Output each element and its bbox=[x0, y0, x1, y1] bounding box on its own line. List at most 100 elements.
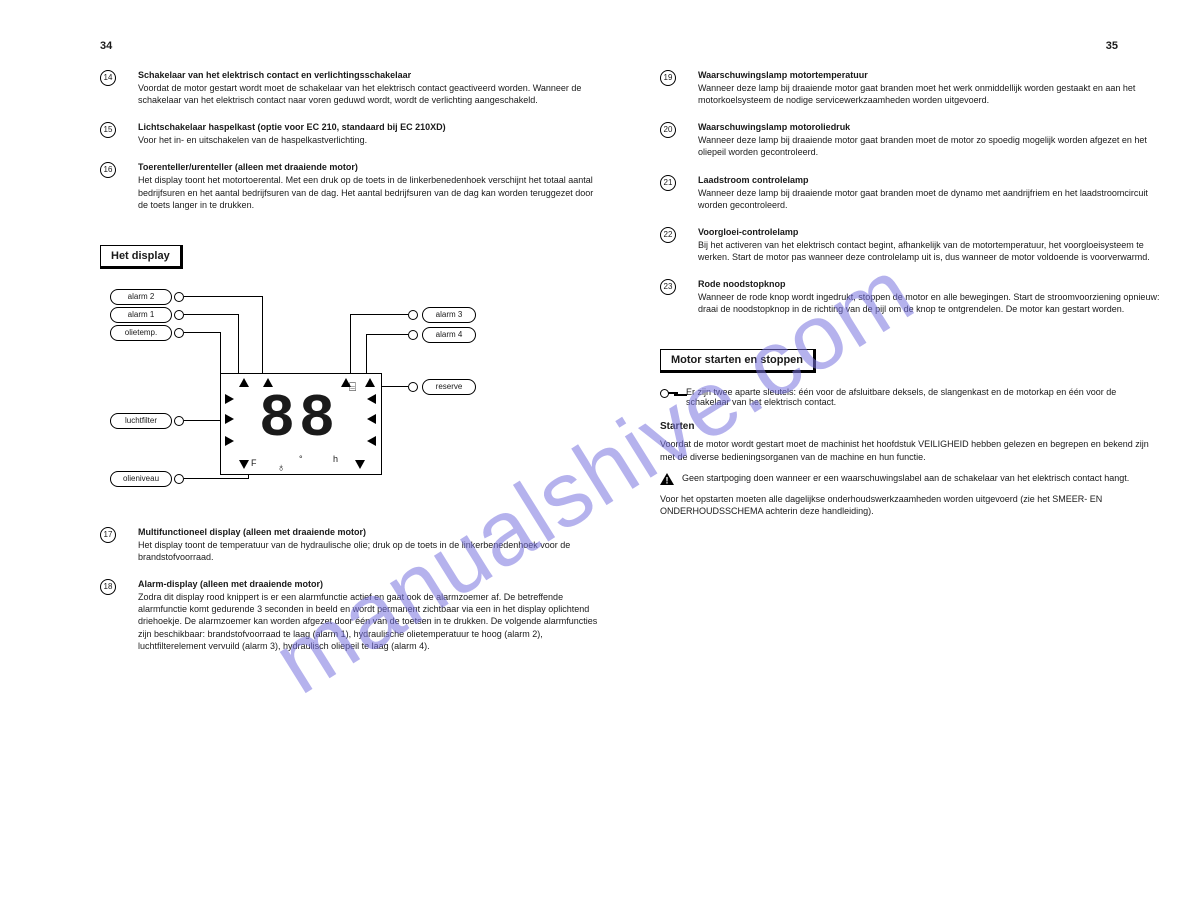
lcd-screen: 88 F ° h ♁ ⌸ bbox=[220, 373, 382, 475]
key-icon bbox=[660, 388, 678, 398]
key-hint-text: Er zijn twee aparte sleutels: één voor d… bbox=[686, 387, 1116, 407]
dot-r2 bbox=[408, 330, 418, 340]
dot-l2 bbox=[174, 310, 184, 320]
body-23: Wanneer de rode knop wordt ingedrukt, st… bbox=[698, 291, 1160, 315]
page-number-left: 34 bbox=[100, 40, 112, 52]
dot-l3 bbox=[174, 328, 184, 338]
entry-19: 19 Waarschuwingslamp motortemperatuur Wa… bbox=[660, 70, 1160, 106]
dot-r1 bbox=[408, 310, 418, 320]
bullet-15: 15 bbox=[100, 122, 116, 138]
indicator-tri bbox=[225, 414, 234, 424]
body-18: Zodra dit display rood knippert is er ee… bbox=[138, 591, 600, 652]
key-hint-row: Er zijn twee aparte sleutels: één voor d… bbox=[660, 387, 1160, 407]
dot-l1 bbox=[174, 292, 184, 302]
bullet-21: 21 bbox=[660, 175, 676, 191]
dot-l4 bbox=[174, 416, 184, 426]
label-alarm3: alarm 3 bbox=[422, 307, 476, 323]
door-icon: ⌸ bbox=[349, 380, 356, 395]
label-alarm1: alarm 1 bbox=[110, 307, 172, 323]
dot-l5 bbox=[174, 474, 184, 484]
display-diagram: alarm 2 alarm 1 olietemp. luchtfilter ol… bbox=[110, 283, 490, 513]
entry-17: 17 Multifunctioneel display (alleen met … bbox=[100, 527, 600, 563]
start-p2: Voor het opstarten moeten alle dagelijks… bbox=[660, 493, 1160, 517]
bullet-17: 17 bbox=[100, 527, 116, 543]
svg-text:!: ! bbox=[666, 475, 669, 485]
lead bbox=[366, 334, 367, 373]
body-21: Wanneer deze lamp bij draaiende motor ga… bbox=[698, 187, 1160, 211]
body-20: Wanneer deze lamp bij draaiende motor ga… bbox=[698, 134, 1160, 158]
label-luchtfilter: luchtfilter bbox=[110, 413, 172, 429]
title-20: Waarschuwingslamp motoroliedruk bbox=[698, 122, 1160, 132]
lead bbox=[184, 296, 262, 297]
lead bbox=[184, 420, 220, 421]
body-16: Het display toont het motortoerental. Me… bbox=[138, 174, 600, 210]
entry-22: 22 Voorgloei-controlelamp Bij het active… bbox=[660, 227, 1160, 263]
label-alarm2: alarm 2 bbox=[110, 289, 172, 305]
entry-23: 23 Rode noodstopknop Wanneer de rode kno… bbox=[660, 279, 1160, 315]
warning-text: Geen startpoging doen wanneer er een waa… bbox=[682, 473, 1129, 483]
title-17: Multifunctioneel display (alleen met dra… bbox=[138, 527, 600, 537]
lead bbox=[382, 386, 408, 387]
entry-14: 14 Schakelaar van het elektrisch contact… bbox=[100, 70, 600, 106]
warning-row: ! Geen startpoging doen wanneer er een w… bbox=[660, 473, 1160, 483]
seven-segment: 88 bbox=[259, 386, 339, 454]
bullet-18: 18 bbox=[100, 579, 116, 595]
glyph-degree: ° bbox=[299, 454, 303, 464]
warning-icon: ! bbox=[660, 473, 674, 487]
title-19: Waarschuwingslamp motortemperatuur bbox=[698, 70, 1160, 80]
title-21: Laadstroom controlelamp bbox=[698, 175, 1160, 185]
entry-20: 20 Waarschuwingslamp motoroliedruk Wanne… bbox=[660, 122, 1160, 158]
page-root: 34 35 14 Schakelaar van het elektrisch c… bbox=[0, 0, 1188, 918]
label-olieniveau: olieniveau bbox=[110, 471, 172, 487]
label-alarm4: alarm 4 bbox=[422, 327, 476, 343]
bullet-23: 23 bbox=[660, 279, 676, 295]
right-column: 19 Waarschuwingslamp motortemperatuur Wa… bbox=[660, 70, 1160, 517]
bullet-20: 20 bbox=[660, 122, 676, 138]
section-startstop-heading: Motor starten en stoppen bbox=[660, 349, 816, 373]
lead bbox=[350, 314, 351, 373]
start-heading: Starten bbox=[660, 421, 1160, 432]
section-display-heading: Het display bbox=[100, 245, 183, 269]
lead bbox=[350, 314, 408, 315]
indicator-tri bbox=[355, 460, 365, 469]
body-17: Het display toont de temperatuur van de … bbox=[138, 539, 600, 563]
lead bbox=[238, 314, 239, 373]
title-18: Alarm-display (alleen met draaiende moto… bbox=[138, 579, 600, 589]
indicator-tri bbox=[239, 378, 249, 387]
lead bbox=[262, 296, 263, 373]
indicator-tri bbox=[367, 394, 376, 404]
indicator-tri bbox=[239, 460, 249, 469]
title-22: Voorgloei-controlelamp bbox=[698, 227, 1160, 237]
page-number-right: 35 bbox=[1106, 40, 1118, 52]
title-16: Toerenteller/urenteller (alleen met draa… bbox=[138, 162, 600, 172]
bullet-19: 19 bbox=[660, 70, 676, 86]
bullet-22: 22 bbox=[660, 227, 676, 243]
title-15: Lichtschakelaar haspelkast (optie voor E… bbox=[138, 122, 600, 132]
lead bbox=[184, 478, 248, 479]
body-14: Voordat de motor gestart wordt moet de s… bbox=[138, 82, 600, 106]
glyph-f: F bbox=[251, 458, 257, 468]
glyph-h: h bbox=[333, 454, 338, 464]
drop-icon: ♁ bbox=[277, 462, 285, 474]
start-p1: Voordat de motor wordt gestart moet de m… bbox=[660, 438, 1160, 462]
lead bbox=[184, 332, 220, 333]
indicator-tri bbox=[367, 436, 376, 446]
entry-18: 18 Alarm-display (alleen met draaiende m… bbox=[100, 579, 600, 652]
body-15: Voor het in- en uitschakelen van de hasp… bbox=[138, 134, 600, 146]
entry-15: 15 Lichtschakelaar haspelkast (optie voo… bbox=[100, 122, 600, 146]
indicator-tri bbox=[367, 414, 376, 424]
title-23: Rode noodstopknop bbox=[698, 279, 1160, 289]
left-column: 14 Schakelaar van het elektrisch contact… bbox=[100, 70, 600, 668]
lead bbox=[366, 334, 408, 335]
entry-16: 16 Toerenteller/urenteller (alleen met d… bbox=[100, 162, 600, 210]
indicator-tri bbox=[365, 378, 375, 387]
label-olietemp: olietemp. bbox=[110, 325, 172, 341]
body-22: Bij het activeren van het elektrisch con… bbox=[698, 239, 1160, 263]
label-reserve: reserve bbox=[422, 379, 476, 395]
dot-r3 bbox=[408, 382, 418, 392]
title-14: Schakelaar van het elektrisch contact en… bbox=[138, 70, 600, 80]
entry-21: 21 Laadstroom controlelamp Wanneer deze … bbox=[660, 175, 1160, 211]
bullet-14: 14 bbox=[100, 70, 116, 86]
indicator-tri bbox=[225, 394, 234, 404]
indicator-tri bbox=[225, 436, 234, 446]
